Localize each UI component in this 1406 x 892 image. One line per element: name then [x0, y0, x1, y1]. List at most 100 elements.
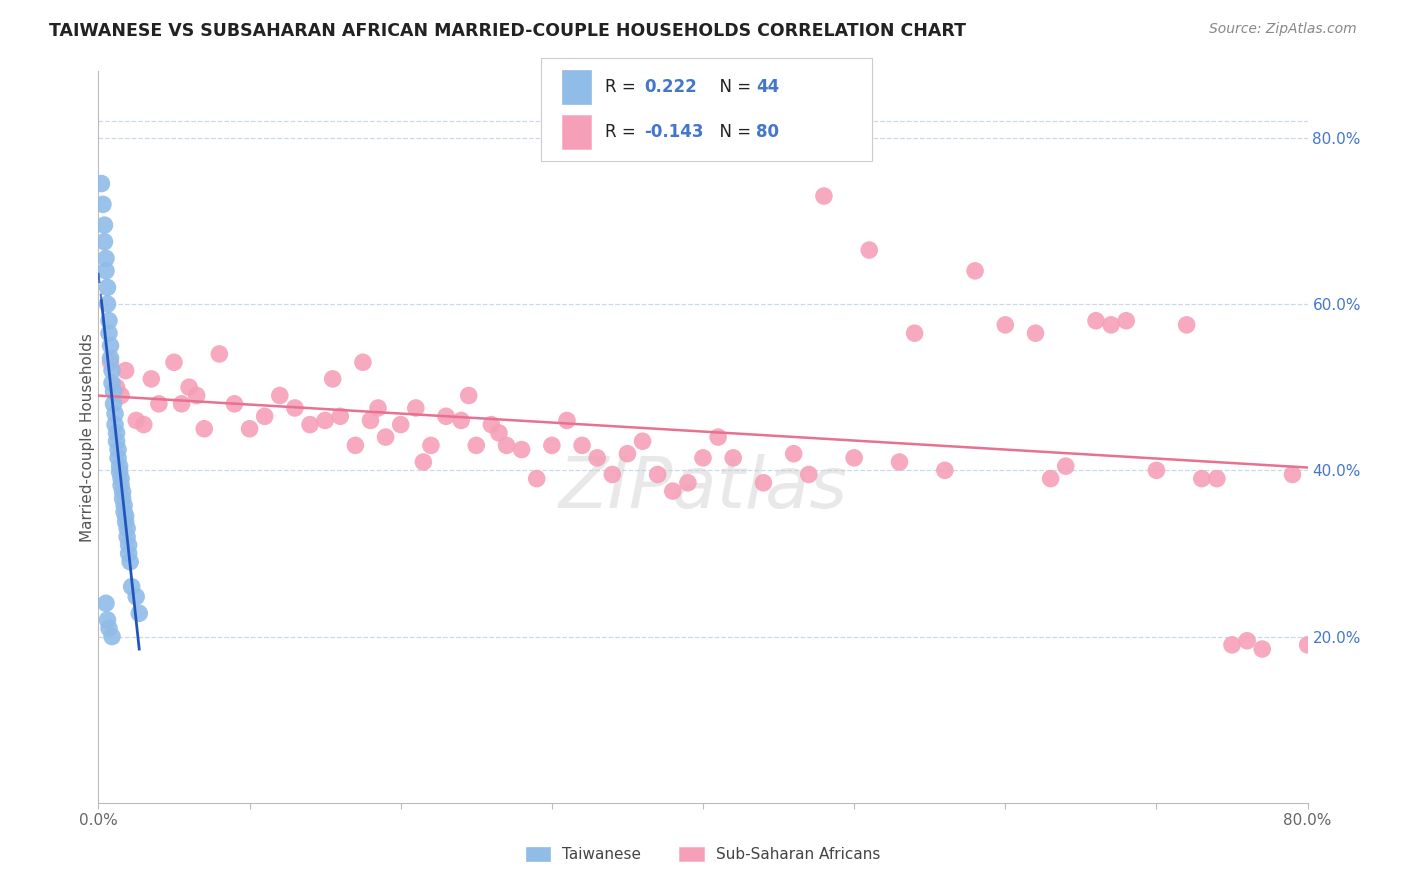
Point — [253, 409, 276, 424]
Point — [1296, 638, 1319, 652]
Point — [412, 455, 434, 469]
Point — [389, 417, 412, 432]
Point — [98, 326, 121, 341]
Text: Source: ZipAtlas.com: Source: ZipAtlas.com — [1209, 22, 1357, 37]
Point — [299, 417, 322, 432]
Point — [98, 621, 121, 635]
Point — [1206, 472, 1229, 486]
Point — [889, 455, 911, 469]
Text: N =: N = — [709, 123, 756, 141]
Point — [98, 314, 121, 328]
Point — [110, 478, 132, 492]
Point — [104, 417, 127, 432]
Point — [344, 438, 367, 452]
Point — [434, 409, 457, 424]
Point — [571, 438, 593, 452]
Point — [118, 546, 141, 560]
Point — [540, 438, 562, 452]
Point — [647, 467, 669, 482]
Text: TAIWANESE VS SUBSAHARAN AFRICAN MARRIED-COUPLE HOUSEHOLDS CORRELATION CHART: TAIWANESE VS SUBSAHARAN AFRICAN MARRIED-… — [49, 22, 966, 40]
Point — [676, 475, 699, 490]
Point — [723, 450, 745, 465]
Point — [813, 189, 835, 203]
Point — [1251, 642, 1274, 657]
Point — [100, 355, 122, 369]
Point — [125, 413, 148, 427]
Point — [707, 430, 730, 444]
Point — [752, 475, 775, 490]
Point — [170, 397, 193, 411]
Point — [112, 505, 135, 519]
Point — [94, 252, 117, 266]
Point — [186, 388, 208, 402]
Point — [586, 450, 609, 465]
Point — [495, 438, 517, 452]
Point — [100, 338, 122, 352]
Point — [105, 425, 128, 440]
Point — [1220, 638, 1243, 652]
Point — [208, 347, 231, 361]
Point — [510, 442, 533, 457]
Legend: Taiwanese, Sub-Saharan Africans: Taiwanese, Sub-Saharan Africans — [519, 841, 887, 868]
Point — [352, 355, 374, 369]
Point — [103, 397, 125, 411]
Point — [163, 355, 186, 369]
Point — [934, 463, 956, 477]
Point — [114, 515, 136, 529]
Point — [526, 472, 548, 486]
Point — [96, 280, 118, 294]
Point — [661, 484, 683, 499]
Point — [96, 297, 118, 311]
Point — [121, 580, 143, 594]
Point — [858, 243, 880, 257]
Point — [96, 613, 118, 627]
Point — [322, 372, 344, 386]
Point — [1024, 326, 1046, 341]
Point — [114, 363, 136, 377]
Point — [844, 450, 866, 465]
Point — [107, 450, 129, 465]
Point — [100, 351, 122, 365]
Y-axis label: Married-couple Households: Married-couple Households — [80, 333, 94, 541]
Point — [103, 384, 125, 399]
Point — [631, 434, 654, 449]
Point — [481, 417, 503, 432]
Point — [314, 413, 336, 427]
Point — [111, 491, 134, 506]
Point — [374, 430, 396, 444]
Point — [132, 417, 155, 432]
Point — [1281, 467, 1303, 482]
Point — [692, 450, 714, 465]
Point — [465, 438, 488, 452]
Text: 44: 44 — [756, 78, 780, 95]
Point — [1085, 314, 1108, 328]
Point — [224, 397, 246, 411]
Point — [269, 388, 291, 402]
Text: -0.143: -0.143 — [644, 123, 703, 141]
Point — [450, 413, 472, 427]
Point — [107, 442, 129, 457]
Point — [457, 388, 479, 402]
Point — [965, 264, 987, 278]
Point — [360, 413, 382, 427]
Point — [488, 425, 510, 440]
Point — [141, 372, 163, 386]
Point — [420, 438, 443, 452]
Point — [101, 630, 124, 644]
Point — [1039, 472, 1062, 486]
Point — [94, 596, 117, 610]
Point — [994, 318, 1017, 332]
Point — [110, 388, 132, 402]
Point — [783, 447, 806, 461]
Point — [1175, 318, 1198, 332]
Point — [90, 177, 112, 191]
Point — [1236, 633, 1258, 648]
Point — [284, 401, 307, 415]
Point — [115, 521, 138, 535]
Point — [1144, 463, 1167, 477]
Text: N =: N = — [709, 78, 756, 95]
Text: 80: 80 — [756, 123, 779, 141]
Text: ZIPatlas: ZIPatlas — [558, 454, 848, 523]
Point — [128, 607, 150, 621]
Point — [179, 380, 201, 394]
